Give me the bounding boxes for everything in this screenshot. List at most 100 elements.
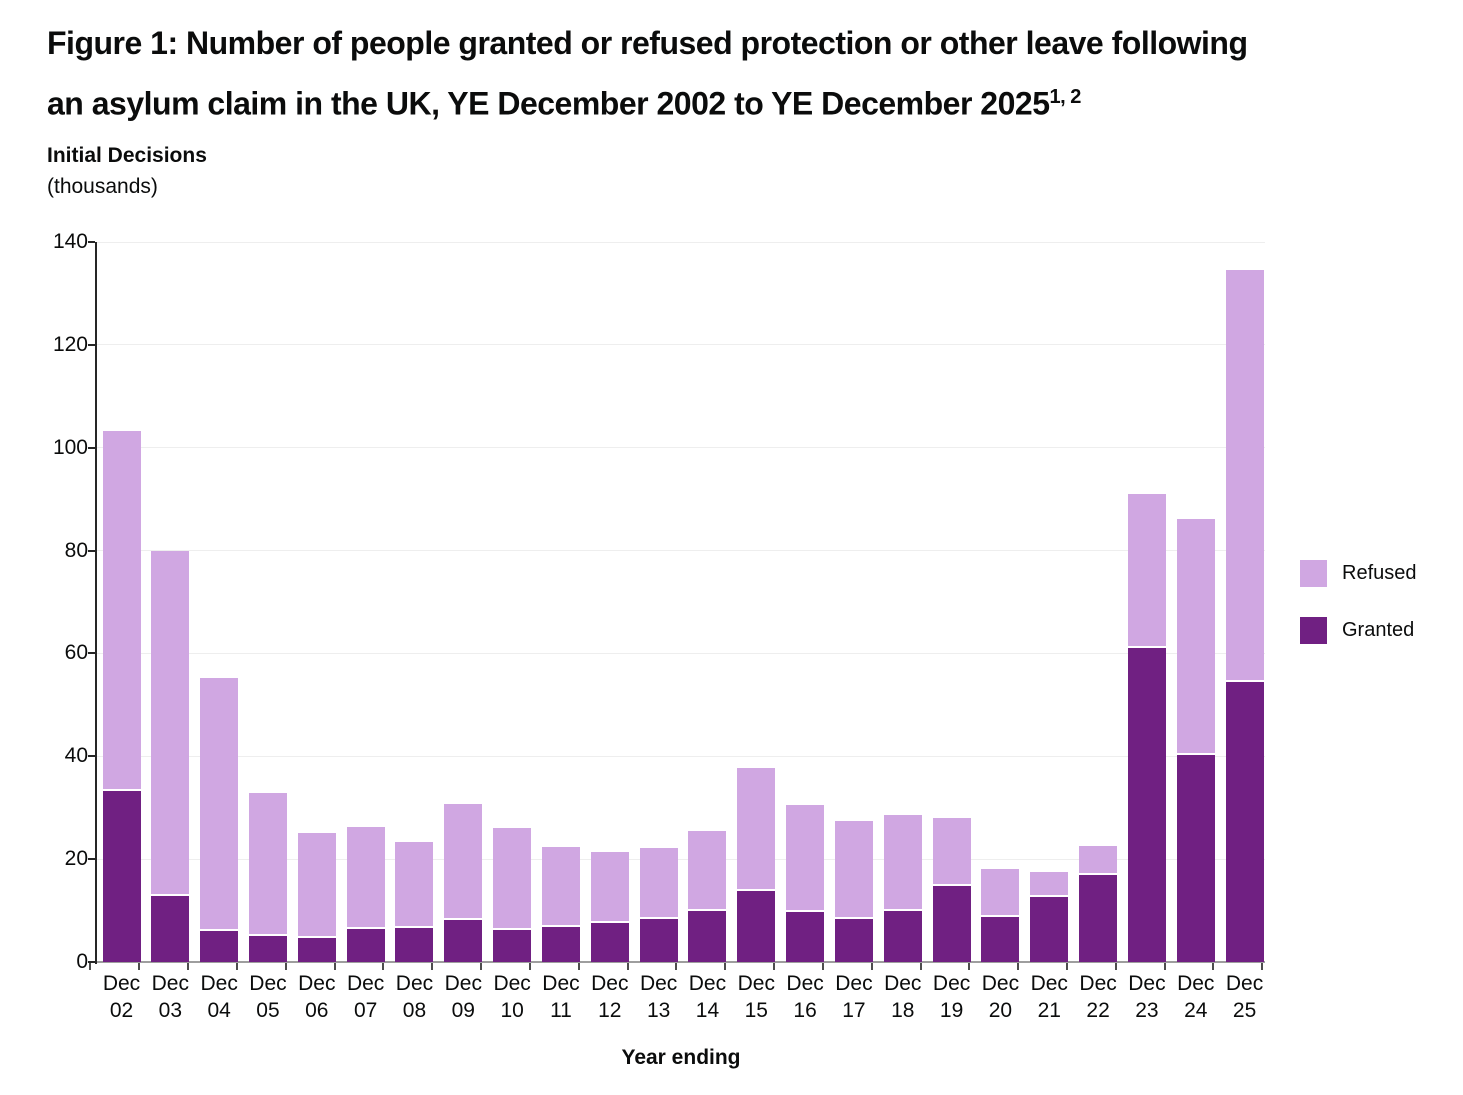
gridline-20: [97, 858, 1265, 860]
granted-segment-dec-13: [639, 918, 678, 962]
legend-item-refused: Refused: [1300, 560, 1417, 587]
bar-dec-10: [493, 827, 532, 962]
granted-segment-dec-20: [981, 917, 1020, 962]
x-tick-18: [968, 963, 971, 970]
bar-dec-07: [346, 826, 385, 962]
x-tick-label-dec-17: Dec 17: [835, 972, 873, 1022]
granted-color-swatch: [1300, 617, 1327, 644]
x-tick-20: [1066, 963, 1068, 970]
x-tick-10: [577, 963, 580, 970]
granted-segment-dec-08: [395, 927, 434, 962]
y-tick-120: [88, 343, 95, 346]
y-axis-line: [95, 242, 97, 964]
title-footnote-superscript: 1, 2: [1049, 86, 1081, 108]
x-tick-17: [919, 963, 922, 970]
x-tick-label-dec-22: Dec 22: [1079, 972, 1117, 1022]
bar-dec-14: [688, 830, 727, 962]
x-tick-label-dec-24: Dec 24: [1177, 972, 1215, 1022]
granted-segment-dec-19: [932, 885, 971, 962]
granted-segment-dec-21: [1030, 896, 1069, 962]
refused-segment-dec-09: [444, 804, 483, 920]
y-tick-20: [88, 858, 95, 861]
x-tick-label-dec-14: Dec 14: [688, 972, 727, 1022]
gridline-120: [97, 344, 1265, 346]
granted-segment-dec-15: [737, 891, 776, 962]
bar-dec-12: [590, 851, 629, 962]
x-tick-21: [1114, 963, 1117, 970]
x-tick-2: [187, 963, 190, 970]
x-tick-23: [1212, 963, 1215, 970]
bar-dec-20: [981, 868, 1020, 962]
x-tick-15: [821, 963, 824, 970]
x-tick-label-dec-04: Dec 04: [200, 972, 238, 1022]
refused-color-swatch: [1300, 560, 1327, 587]
x-tick-8: [480, 963, 483, 970]
gridline-140: [97, 241, 1265, 243]
x-tick-24: [1261, 963, 1264, 970]
bar-dec-19: [932, 817, 971, 962]
y-tick-label-60: 60: [64, 641, 88, 665]
y-tick-label-40: 40: [64, 744, 88, 768]
refused-segment-dec-07: [346, 826, 385, 930]
refused-segment-dec-10: [493, 827, 532, 930]
bar-dec-05: [248, 792, 287, 962]
gridline-100: [97, 447, 1265, 449]
x-tick-5: [333, 963, 336, 970]
x-tick-label-dec-02: Dec 02: [102, 972, 141, 1022]
x-tick-22: [1163, 963, 1166, 970]
x-tick-1: [138, 963, 141, 970]
refused-segment-dec-14: [688, 830, 727, 911]
plot-area: [88, 241, 1265, 970]
legend-item-granted: Granted: [1300, 617, 1417, 644]
refused-segment-dec-04: [200, 678, 239, 932]
bar-dec-25: [1225, 269, 1264, 962]
x-tick-label-dec-07: Dec 07: [346, 972, 385, 1022]
x-axis-line: [97, 961, 1265, 963]
refused-segment-dec-03: [151, 550, 190, 896]
bar-dec-09: [444, 804, 483, 962]
y-tick-100: [88, 446, 95, 449]
y-tick-label-80: 80: [64, 538, 88, 562]
x-tick-label-dec-03: Dec 03: [151, 972, 189, 1022]
x-tick-4: [284, 963, 287, 970]
x-tick-label-dec-11: Dec 11: [542, 972, 580, 1022]
bar-dec-03: [151, 550, 190, 962]
granted-segment-dec-03: [151, 895, 190, 962]
chart-title-line1: Figure 1: Number of people granted or re…: [47, 25, 1248, 61]
x-tick-9: [528, 963, 531, 970]
granted-segment-dec-24: [1176, 754, 1215, 962]
y-tick-140: [88, 241, 95, 243]
bar-dec-15: [737, 768, 776, 962]
x-tick-label-dec-23: Dec 23: [1128, 972, 1166, 1022]
granted-segment-dec-16: [786, 911, 825, 962]
x-tick-16: [870, 963, 873, 970]
x-tick-0: [89, 963, 92, 970]
y-axis-header: Initial Decisions (thousands): [47, 140, 207, 202]
x-tick-11: [626, 963, 629, 970]
x-tick-7: [431, 963, 434, 970]
bar-dec-24: [1176, 518, 1215, 962]
y-tick-0: [88, 961, 95, 963]
y-axis-units: (thousands): [47, 175, 158, 198]
y-axis-title: Initial Decisions: [47, 144, 207, 167]
y-axis-tick-labels: 140 120 100 80 60 40 20 0: [30, 230, 88, 973]
bar-dec-16: [786, 805, 825, 962]
granted-segment-dec-06: [297, 938, 336, 962]
refused-segment-dec-05: [248, 792, 287, 937]
x-axis-tick-labels: Dec 02 Dec 03 Dec 04 Dec 05 Dec 06 Dec 07 Dec 08 Dec 09…: [97, 970, 1297, 1030]
refused-segment-dec-24: [1176, 518, 1215, 755]
bar-dec-21: [1030, 871, 1069, 962]
x-tick-label-dec-16: Dec 16: [786, 972, 824, 1022]
x-tick-label-dec-10: Dec 10: [493, 972, 531, 1022]
refused-segment-dec-13: [639, 848, 678, 919]
x-tick-label-dec-15: Dec 15: [737, 972, 775, 1022]
x-tick-label-dec-13: Dec 13: [639, 972, 678, 1022]
refused-segment-dec-12: [590, 851, 629, 923]
bar-dec-23: [1127, 493, 1166, 962]
granted-segment-dec-18: [883, 910, 922, 962]
refused-segment-dec-11: [541, 846, 580, 927]
x-tick-6: [382, 963, 385, 970]
x-tick-label-dec-09: Dec 09: [444, 972, 482, 1022]
refused-segment-dec-25: [1225, 269, 1264, 683]
refused-segment-dec-18: [883, 815, 922, 911]
